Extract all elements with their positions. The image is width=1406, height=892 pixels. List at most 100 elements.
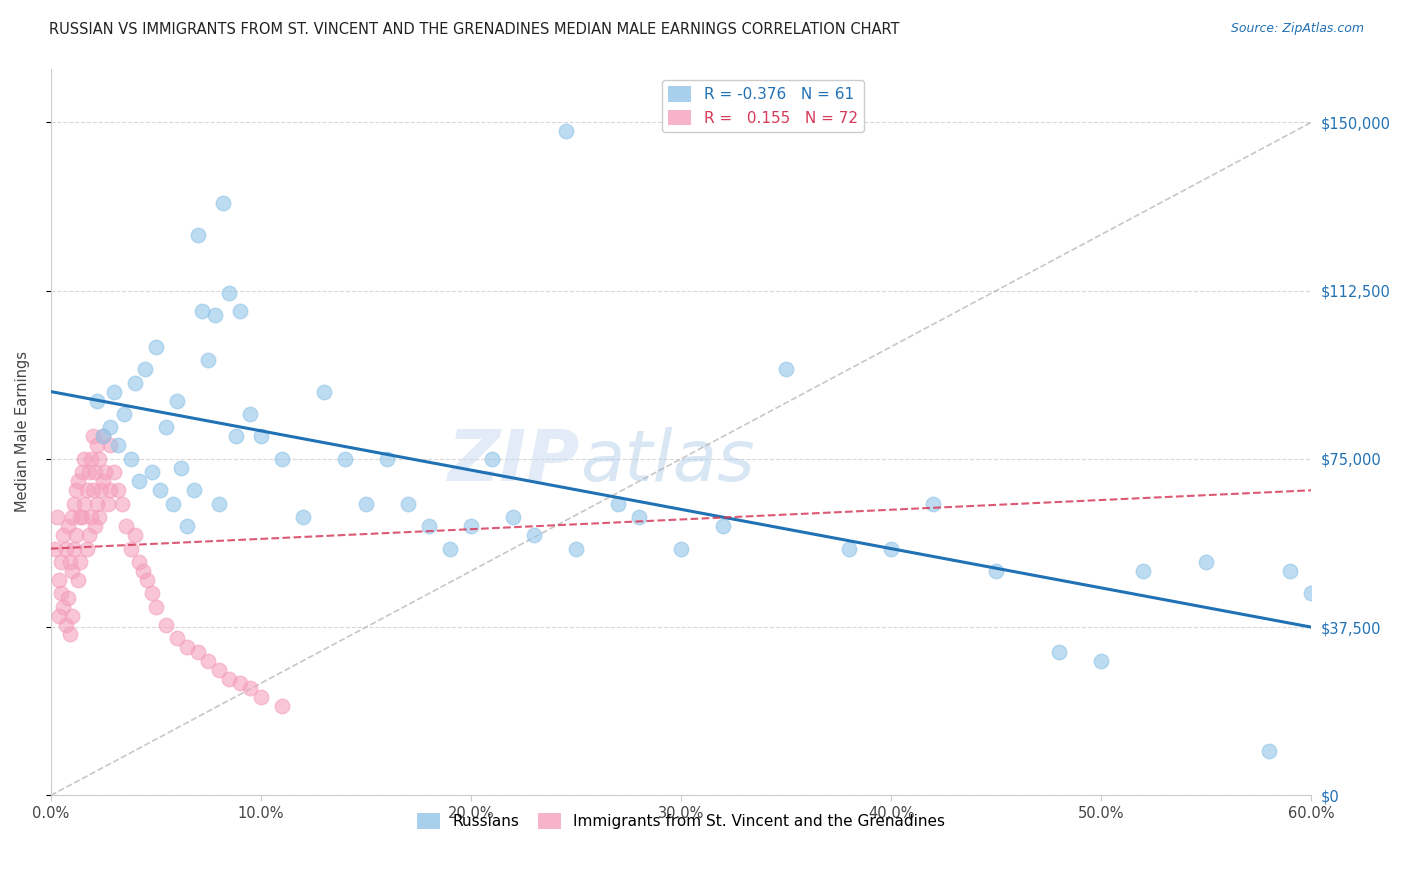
Point bbox=[63, 497, 86, 511]
Point bbox=[312, 384, 335, 399]
Point bbox=[132, 564, 155, 578]
Point bbox=[80, 510, 103, 524]
Point bbox=[55, 618, 77, 632]
Point bbox=[80, 451, 103, 466]
Text: ZIP: ZIP bbox=[449, 426, 581, 496]
Point bbox=[291, 510, 314, 524]
Point bbox=[218, 672, 240, 686]
Point bbox=[112, 407, 135, 421]
Point bbox=[94, 466, 117, 480]
Point bbox=[84, 466, 107, 480]
Point bbox=[55, 541, 77, 556]
Point bbox=[208, 663, 231, 677]
Point bbox=[63, 541, 86, 556]
Point bbox=[86, 497, 108, 511]
Legend: Russians, Immigrants from St. Vincent and the Grenadines: Russians, Immigrants from St. Vincent an… bbox=[411, 806, 950, 835]
Point bbox=[460, 519, 482, 533]
Point bbox=[176, 519, 198, 533]
Point bbox=[44, 541, 66, 556]
Point bbox=[229, 303, 252, 318]
Point bbox=[86, 393, 108, 408]
Point bbox=[60, 564, 83, 578]
Point bbox=[93, 429, 115, 443]
Point bbox=[84, 519, 107, 533]
Point bbox=[176, 640, 198, 655]
Point bbox=[93, 475, 115, 489]
Point bbox=[225, 429, 247, 443]
Point bbox=[77, 528, 100, 542]
Point bbox=[166, 393, 188, 408]
Point bbox=[120, 451, 142, 466]
Point bbox=[183, 483, 205, 498]
Point bbox=[271, 451, 294, 466]
Point bbox=[65, 528, 87, 542]
Point bbox=[56, 591, 79, 605]
Point bbox=[354, 497, 377, 511]
Point bbox=[90, 483, 112, 498]
Point bbox=[86, 438, 108, 452]
Point bbox=[775, 362, 797, 376]
Point bbox=[48, 573, 70, 587]
Point bbox=[250, 429, 273, 443]
Point bbox=[1132, 564, 1154, 578]
Point bbox=[103, 384, 125, 399]
Point bbox=[72, 466, 94, 480]
Point bbox=[82, 429, 104, 443]
Point bbox=[136, 573, 159, 587]
Point bbox=[134, 362, 156, 376]
Point bbox=[669, 541, 692, 556]
Point bbox=[197, 353, 219, 368]
Point bbox=[166, 632, 188, 646]
Point bbox=[52, 599, 75, 614]
Point bbox=[51, 586, 73, 600]
Point bbox=[204, 308, 226, 322]
Point bbox=[98, 483, 121, 498]
Point bbox=[187, 227, 209, 242]
Point bbox=[103, 466, 125, 480]
Point bbox=[239, 407, 262, 421]
Point bbox=[111, 497, 134, 511]
Point bbox=[396, 497, 419, 511]
Point bbox=[93, 429, 115, 443]
Point bbox=[554, 124, 576, 138]
Point bbox=[128, 555, 150, 569]
Point bbox=[67, 573, 90, 587]
Point bbox=[229, 676, 252, 690]
Point bbox=[1090, 654, 1112, 668]
Point bbox=[149, 483, 172, 498]
Point bbox=[162, 497, 184, 511]
Point bbox=[481, 451, 503, 466]
Point bbox=[607, 497, 630, 511]
Point bbox=[46, 510, 69, 524]
Point bbox=[711, 519, 734, 533]
Point bbox=[48, 608, 70, 623]
Point bbox=[82, 483, 104, 498]
Point bbox=[72, 510, 94, 524]
Point bbox=[170, 460, 193, 475]
Point bbox=[628, 510, 651, 524]
Text: RUSSIAN VS IMMIGRANTS FROM ST. VINCENT AND THE GRENADINES MEDIAN MALE EARNINGS C: RUSSIAN VS IMMIGRANTS FROM ST. VINCENT A… bbox=[49, 22, 900, 37]
Point bbox=[51, 555, 73, 569]
Point bbox=[1258, 743, 1281, 757]
Point bbox=[124, 376, 146, 390]
Point bbox=[1195, 555, 1218, 569]
Point bbox=[922, 497, 945, 511]
Point bbox=[73, 451, 96, 466]
Point bbox=[107, 438, 129, 452]
Point bbox=[250, 690, 273, 704]
Text: Source: ZipAtlas.com: Source: ZipAtlas.com bbox=[1230, 22, 1364, 36]
Point bbox=[89, 510, 111, 524]
Point bbox=[76, 483, 98, 498]
Point bbox=[145, 599, 167, 614]
Point bbox=[838, 541, 860, 556]
Point bbox=[60, 510, 83, 524]
Point bbox=[96, 497, 118, 511]
Point bbox=[218, 285, 240, 300]
Point bbox=[65, 483, 87, 498]
Point bbox=[155, 420, 177, 434]
Point bbox=[880, 541, 903, 556]
Point bbox=[502, 510, 524, 524]
Point bbox=[98, 420, 121, 434]
Point bbox=[271, 698, 294, 713]
Point bbox=[239, 681, 262, 695]
